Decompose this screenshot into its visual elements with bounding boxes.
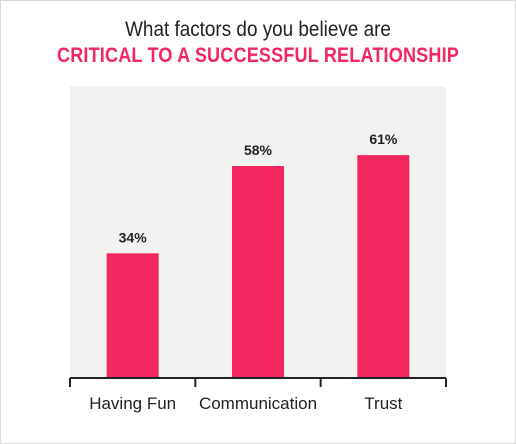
bars-group: 34% 58% 61% (106, 131, 410, 377)
category-label: Trust (364, 394, 402, 413)
x-axis: Having Fun Communication Trust (69, 377, 447, 413)
chart-title: What factors do you believe are (125, 18, 391, 41)
category-label: Communication (199, 394, 317, 413)
chart-subtitle: CRITICAL TO A SUCCESSFUL RELATIONSHIP (56, 44, 460, 67)
category-label: Having Fun (89, 394, 176, 413)
bar-communication (232, 166, 284, 377)
value-label: 34% (119, 229, 148, 245)
bar-having-fun (106, 253, 159, 377)
bar-trust (357, 155, 410, 377)
value-label: 58% (244, 142, 273, 158)
value-label: 61% (369, 131, 398, 147)
